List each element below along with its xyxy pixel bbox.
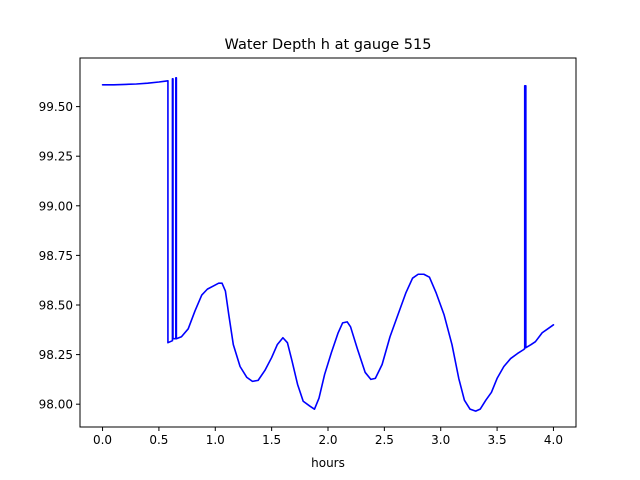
y-axis-ticks: 98.00 98.25 98.50 98.75 99.00 99.25 99.50 — [39, 100, 80, 412]
x-tick-label: 3.5 — [488, 433, 507, 447]
x-tick-label: 2.5 — [375, 433, 394, 447]
x-tick-label: 3.0 — [431, 433, 450, 447]
y-tick-label: 99.00 — [39, 199, 73, 213]
x-tick-label: 0.5 — [149, 433, 168, 447]
y-tick-label: 99.50 — [39, 100, 73, 114]
plot-frame — [79, 57, 577, 428]
y-tick-label: 99.25 — [39, 150, 73, 164]
y-tick-label: 98.00 — [39, 398, 73, 412]
chart-title: Water Depth h at gauge 515 — [225, 37, 432, 53]
x-tick-label: 1.5 — [262, 433, 281, 447]
series-layer — [101, 77, 555, 412]
y-tick-label: 98.25 — [39, 348, 73, 362]
x-axis-label: hours — [311, 456, 345, 470]
series-line — [101, 77, 555, 412]
x-tick-label: 0.0 — [93, 433, 112, 447]
x-tick-label: 2.0 — [318, 433, 337, 447]
x-axis-ticks: 0.0 0.5 1.0 1.5 2.0 2.5 3.0 3.5 4.0 — [93, 427, 563, 447]
x-tick-label: 4.0 — [544, 433, 563, 447]
x-tick-label: 1.0 — [206, 433, 225, 447]
y-tick-label: 98.75 — [39, 249, 73, 263]
y-tick-label: 98.50 — [39, 298, 73, 312]
